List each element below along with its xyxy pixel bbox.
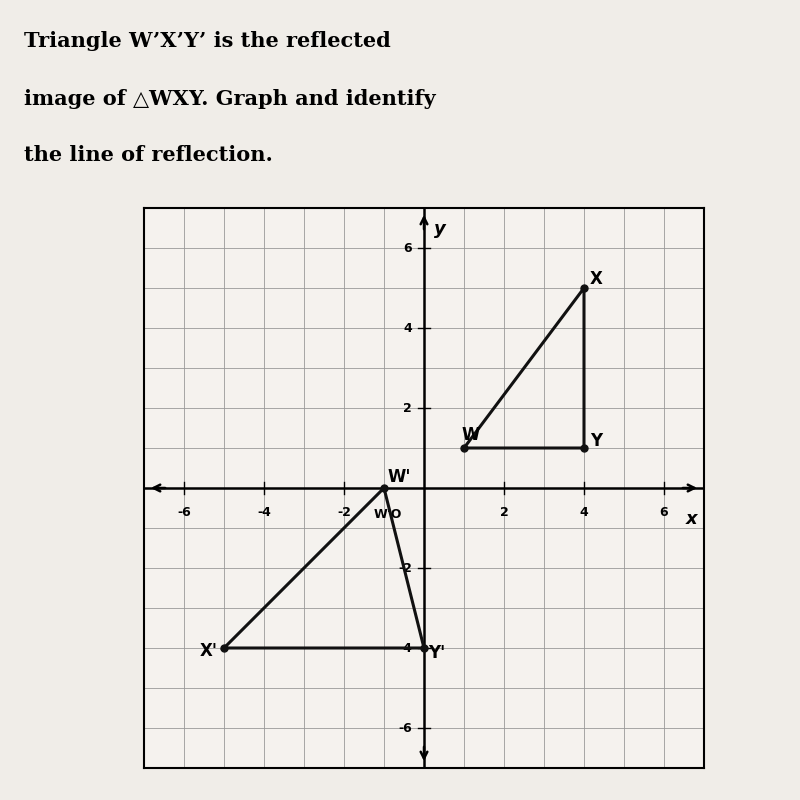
Text: image of △WXY. Graph and identify: image of △WXY. Graph and identify: [24, 90, 435, 110]
Text: Y: Y: [590, 432, 602, 450]
Text: -4: -4: [398, 642, 412, 654]
Text: X': X': [200, 642, 218, 660]
Text: Triangle W’X’Y’ is the reflected: Triangle W’X’Y’ is the reflected: [24, 30, 390, 50]
Text: 6: 6: [660, 506, 668, 519]
Text: y: y: [434, 220, 446, 238]
Text: -2: -2: [337, 506, 351, 519]
Text: 4: 4: [403, 322, 412, 334]
Text: -6: -6: [177, 506, 191, 519]
Text: W: W: [462, 426, 480, 444]
Text: x: x: [686, 510, 698, 528]
Text: -4: -4: [257, 506, 271, 519]
Text: W'O: W'O: [374, 508, 402, 521]
Text: 2: 2: [500, 506, 508, 519]
Text: Y': Y': [428, 644, 446, 662]
Text: 6: 6: [403, 242, 412, 254]
Text: W': W': [388, 468, 411, 486]
Text: the line of reflection.: the line of reflection.: [24, 145, 273, 165]
Text: X: X: [590, 270, 603, 288]
Text: 2: 2: [403, 402, 412, 414]
Text: 4: 4: [580, 506, 588, 519]
Text: -6: -6: [398, 722, 412, 734]
Text: -2: -2: [398, 562, 412, 574]
